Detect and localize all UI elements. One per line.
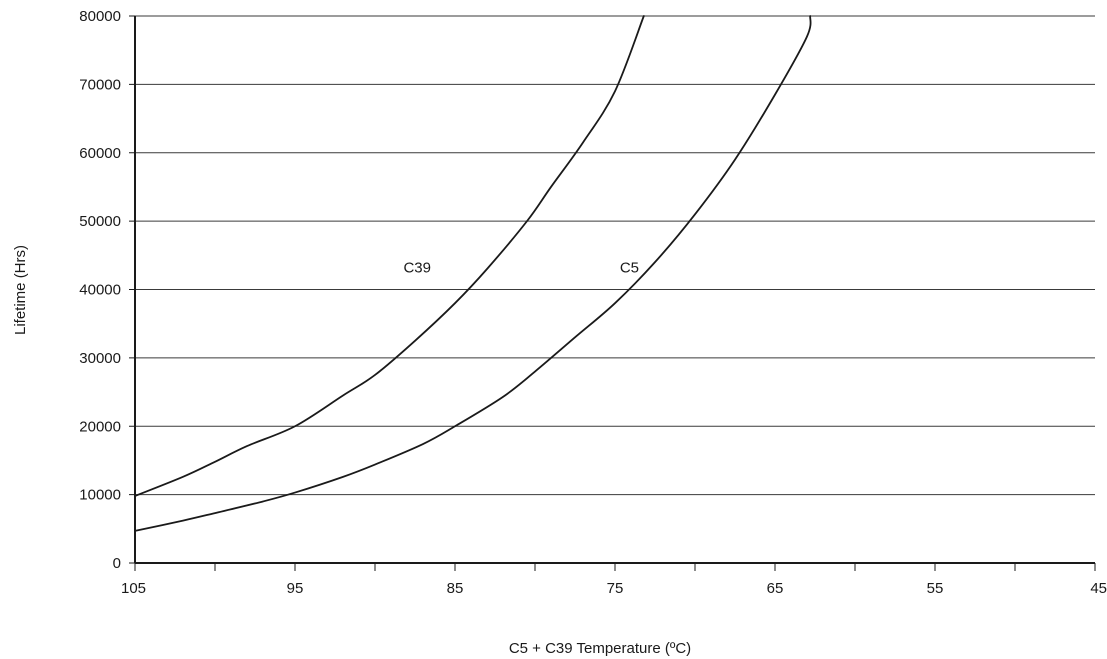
x-tick-label: 55	[927, 580, 944, 597]
series	[134, 15, 812, 532]
y-tick-label: 20000	[79, 418, 121, 435]
y-axis-title: Lifetime (Hrs)	[12, 245, 29, 335]
x-tick-label: 45	[1090, 580, 1107, 597]
x-axis-title: C5 + C39 Temperature (ºC)	[509, 640, 691, 657]
x-tick-label: 75	[607, 580, 624, 597]
y-tick-label: 30000	[79, 350, 121, 367]
x-tick-label: 95	[287, 580, 304, 597]
x-tick-label: 85	[447, 580, 464, 597]
y-tick-label: 50000	[79, 213, 121, 230]
y-tick-label: 40000	[79, 282, 121, 299]
x-tick-label: 65	[767, 580, 784, 597]
ticks: 0 10000 20000 30000 40000 50000 60000 70000 8000…	[79, 8, 1107, 597]
series-label-c5: C5	[620, 259, 639, 276]
y-tick-label: 60000	[79, 145, 121, 162]
series-line-c5	[134, 15, 812, 532]
series-label-c39: C39	[403, 259, 431, 276]
y-tick-label: 10000	[79, 487, 121, 504]
series-line-c39	[134, 15, 645, 497]
x-tick-label: 105	[121, 580, 146, 597]
y-tick-label: 80000	[79, 8, 121, 25]
y-tick-label: 0	[113, 555, 121, 572]
gridlines	[135, 15, 1095, 496]
y-tick-label: 70000	[79, 76, 121, 93]
series-labels: C39 C5	[403, 259, 639, 276]
